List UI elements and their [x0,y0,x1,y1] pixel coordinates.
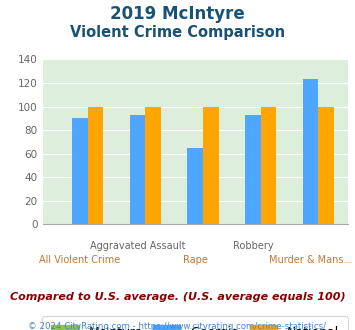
Text: Rape: Rape [183,255,208,265]
Bar [303,80,318,224]
Bar [318,107,334,224]
Bar [88,107,103,224]
Bar [187,148,203,224]
Bar [203,107,219,224]
Bar [261,107,276,224]
Text: All Violent Crime: All Violent Crime [39,255,120,265]
Bar [130,115,145,224]
Bar [145,107,161,224]
Text: Violent Crime Comparison: Violent Crime Comparison [70,25,285,40]
Text: Robbery: Robbery [233,241,273,251]
Text: 2019 McIntyre: 2019 McIntyre [110,5,245,23]
Bar [245,115,261,224]
Text: © 2024 CityRating.com - https://www.cityrating.com/crime-statistics/: © 2024 CityRating.com - https://www.city… [28,322,327,330]
Legend: McIntyre, Georgia, National: McIntyre, Georgia, National [43,316,348,330]
Text: Compared to U.S. average. (U.S. average equals 100): Compared to U.S. average. (U.S. average … [10,292,345,302]
Text: Murder & Mans...: Murder & Mans... [269,255,353,265]
Bar [72,118,88,224]
Text: Aggravated Assault: Aggravated Assault [90,241,185,251]
